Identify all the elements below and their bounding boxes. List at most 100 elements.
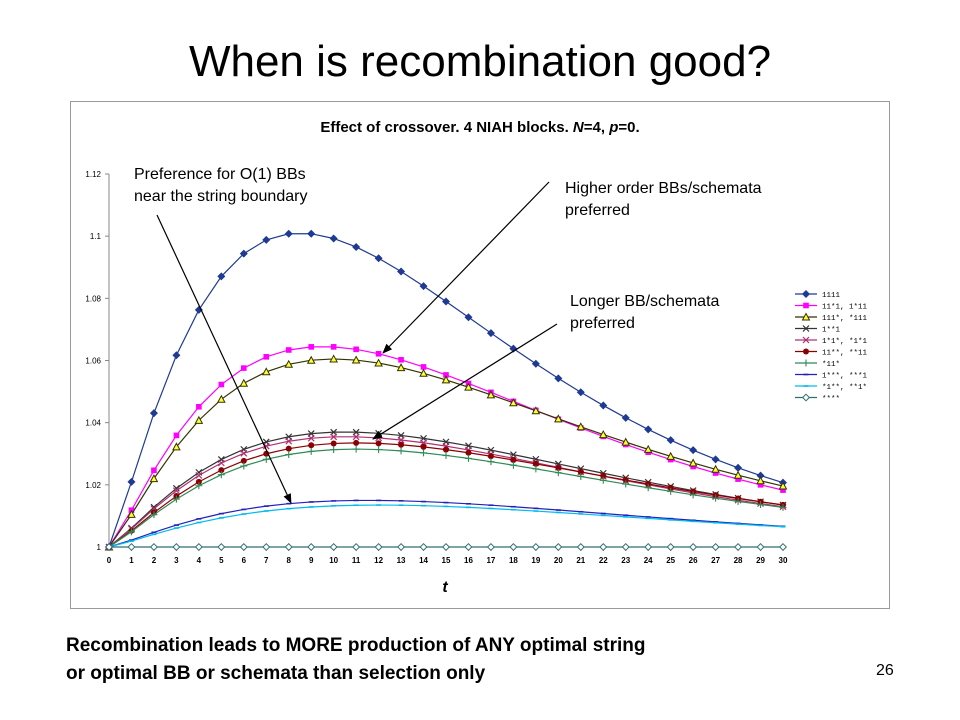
data-point xyxy=(778,481,788,490)
x-tick-label: 11 xyxy=(352,556,361,565)
data-point xyxy=(757,500,765,508)
legend-label: 11*1, 1*11 xyxy=(822,304,868,312)
data-point xyxy=(464,382,473,391)
data-point xyxy=(216,394,226,403)
legend-label: *11* xyxy=(822,361,840,369)
data-point xyxy=(172,487,180,495)
data-point xyxy=(240,457,247,464)
data-point xyxy=(486,542,495,552)
x-tick-label: 22 xyxy=(599,556,608,565)
annotation-higher-line2: preferred xyxy=(565,202,630,219)
data-point xyxy=(577,468,584,475)
data-point xyxy=(397,436,405,444)
data-point xyxy=(712,494,720,502)
series-line xyxy=(108,233,784,548)
data-point xyxy=(441,542,451,552)
data-point xyxy=(666,451,676,460)
x-tick-label: 0 xyxy=(107,556,112,565)
data-point xyxy=(554,542,563,552)
y-tick-label: 1.12 xyxy=(85,170,101,179)
data-point xyxy=(622,477,629,484)
data-point xyxy=(666,436,675,445)
data-point xyxy=(398,441,405,448)
y-tick-label: 1.1 xyxy=(90,232,102,241)
data-point xyxy=(689,542,698,552)
data-point xyxy=(217,459,225,467)
data-point xyxy=(353,346,359,353)
x-tick-label: 20 xyxy=(554,556,563,565)
data-point xyxy=(667,487,675,495)
data-point xyxy=(509,398,518,407)
series-10 xyxy=(104,542,788,552)
data-point xyxy=(352,242,361,251)
data-point xyxy=(330,440,337,447)
data-point xyxy=(734,463,743,472)
data-point xyxy=(330,446,338,454)
data-point xyxy=(688,458,698,467)
data-point xyxy=(351,355,361,364)
data-point xyxy=(464,313,473,322)
data-point xyxy=(151,467,157,474)
data-point xyxy=(532,465,540,473)
x-tick-label: 1 xyxy=(129,556,134,565)
x-tick-label: 3 xyxy=(174,556,179,565)
data-point xyxy=(194,415,204,424)
legend-marker xyxy=(801,393,811,402)
chart-frame: Effect of crossover. 4 NIAH blocks. N=4,… xyxy=(70,101,890,609)
data-point xyxy=(285,347,292,353)
data-point xyxy=(598,430,608,439)
data-point xyxy=(217,542,226,552)
x-tick-label: 24 xyxy=(644,556,653,565)
x-tick-label: 6 xyxy=(242,556,247,565)
data-point xyxy=(554,374,563,383)
data-point xyxy=(419,282,428,291)
data-point xyxy=(352,433,360,441)
y-tick-label: 1.08 xyxy=(85,294,101,303)
data-point xyxy=(218,381,225,388)
annotation-order1-line2: near the string boundary xyxy=(134,188,308,205)
data-point xyxy=(285,445,292,452)
data-point xyxy=(442,451,450,459)
data-point xyxy=(599,542,608,552)
data-point xyxy=(374,542,383,552)
y-tick-label: 1 xyxy=(97,543,102,552)
data-point xyxy=(420,443,427,450)
legend-label: 111*, *111 xyxy=(822,315,868,323)
data-point xyxy=(329,234,338,243)
legend-marker xyxy=(803,348,809,355)
data-point xyxy=(374,254,383,263)
data-point xyxy=(306,355,316,364)
data-point xyxy=(756,476,765,485)
x-tick-label: 4 xyxy=(197,556,202,565)
data-point xyxy=(127,528,135,536)
chart-title: Effect of crossover. 4 NIAH blocks. N=4,… xyxy=(320,119,639,136)
data-point xyxy=(127,542,136,552)
data-point xyxy=(308,344,314,350)
data-point xyxy=(172,542,181,552)
data-point xyxy=(443,446,449,453)
data-point xyxy=(555,464,562,471)
data-point xyxy=(689,446,698,455)
data-point xyxy=(712,470,719,476)
series-9 xyxy=(106,504,786,548)
data-point xyxy=(397,447,405,455)
legend-marker xyxy=(801,289,811,299)
data-point xyxy=(150,503,158,511)
data-point xyxy=(531,406,541,415)
data-point xyxy=(464,542,473,552)
data-point xyxy=(643,444,653,453)
data-point xyxy=(262,235,271,244)
series-line xyxy=(108,504,784,548)
data-point xyxy=(733,470,743,479)
y-tick-label: 1.04 xyxy=(85,419,101,428)
data-point xyxy=(621,542,630,552)
data-point xyxy=(240,449,248,457)
page-number: 26 xyxy=(876,662,894,679)
data-point xyxy=(398,356,404,363)
legend-item: 1**1 xyxy=(795,325,841,335)
x-tick-label: 26 xyxy=(689,556,698,565)
data-point xyxy=(374,358,383,367)
data-point xyxy=(419,368,428,377)
data-point xyxy=(510,457,517,464)
legend-marker xyxy=(802,325,810,332)
